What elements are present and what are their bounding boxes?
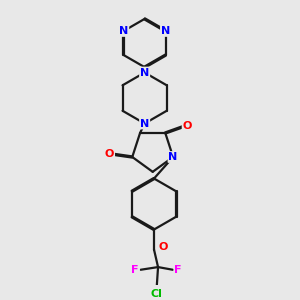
Text: Cl: Cl [151, 289, 163, 299]
Text: O: O [105, 149, 114, 159]
Text: O: O [183, 121, 192, 131]
Text: F: F [131, 265, 139, 275]
Text: F: F [174, 265, 182, 275]
Text: N: N [140, 68, 149, 77]
Text: O: O [159, 242, 168, 252]
Text: N: N [140, 118, 149, 128]
Text: N: N [169, 152, 178, 162]
Text: N: N [161, 26, 170, 36]
Text: N: N [119, 26, 128, 36]
